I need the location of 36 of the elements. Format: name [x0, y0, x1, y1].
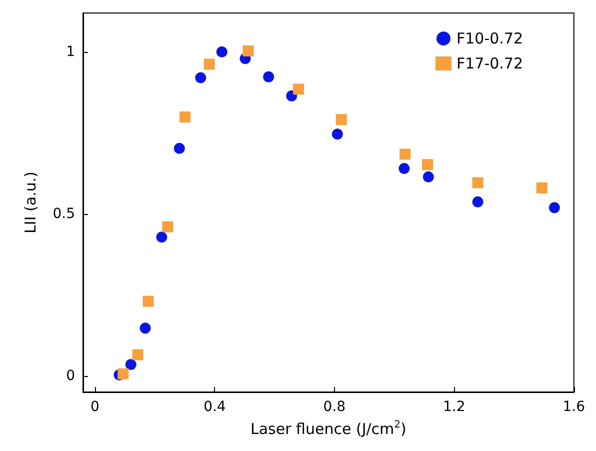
point [180, 111, 191, 122]
point [422, 159, 434, 170]
point [332, 128, 343, 140]
point [242, 45, 254, 56]
point [293, 84, 304, 95]
point [125, 358, 136, 370]
point [118, 368, 129, 380]
y-tick-label: 1 [66, 44, 75, 60]
y-axis-title: LII (a.u.) [22, 172, 40, 234]
legend-label: F10-0.72 [456, 30, 524, 48]
point [162, 221, 174, 232]
point [263, 71, 274, 82]
x-tick-label: 1.6 [562, 399, 586, 415]
x-tick-label: 0 [90, 399, 100, 415]
point [336, 114, 347, 126]
point [472, 177, 484, 188]
point [140, 322, 151, 334]
point [204, 58, 215, 70]
point [195, 72, 206, 84]
point [216, 46, 228, 58]
point [472, 196, 484, 208]
y-tick-label: 0.5 [52, 206, 75, 222]
point [400, 148, 411, 160]
point [132, 349, 144, 360]
point [548, 202, 560, 214]
point [142, 296, 154, 307]
x-tick-label: 1.2 [443, 399, 466, 415]
x-tick-label: 0.8 [323, 399, 346, 415]
point [174, 142, 185, 154]
x-tick-label: 0.4 [204, 399, 226, 415]
y-tick-label: 0 [66, 368, 75, 384]
point [398, 162, 410, 174]
point [536, 182, 548, 194]
point [422, 171, 434, 182]
point [156, 232, 168, 243]
legend-label: F17-0.72 [456, 54, 524, 72]
